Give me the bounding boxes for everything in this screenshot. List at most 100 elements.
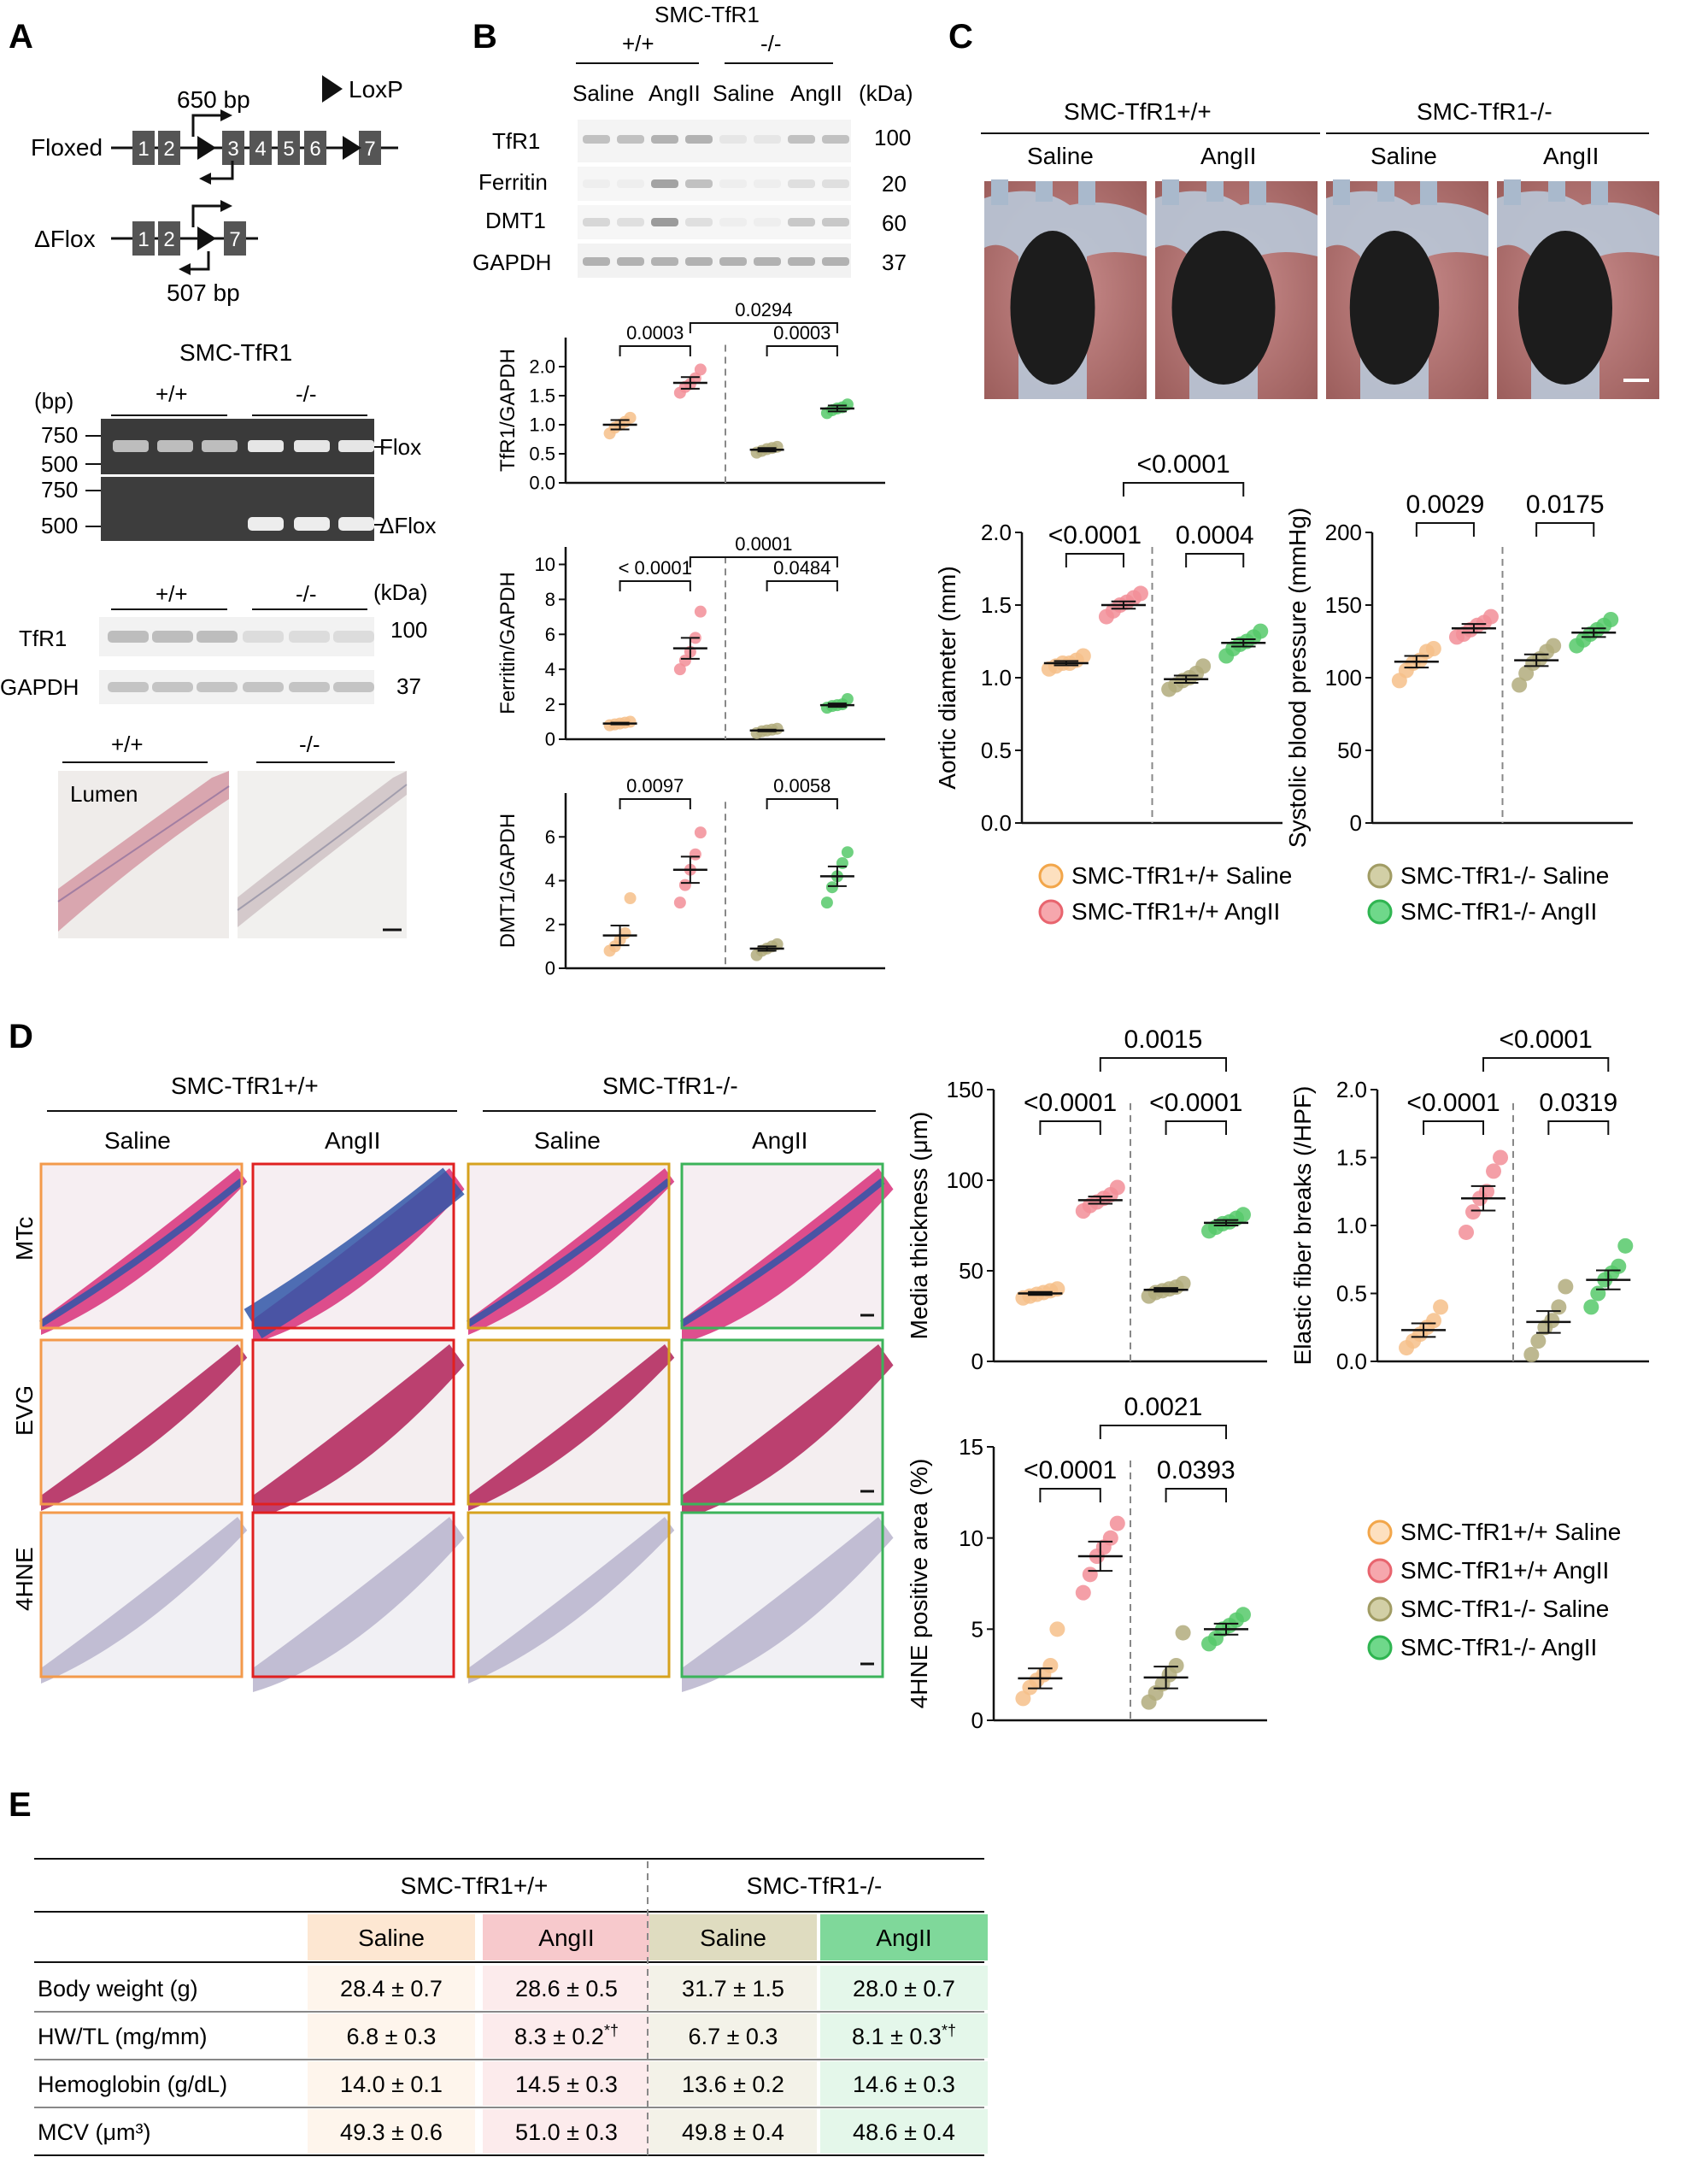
data-point (624, 715, 637, 728)
p-value: <0.0001 (1136, 450, 1230, 479)
blot-label-tfr1: TfR1 (492, 128, 540, 154)
y-tick-label: 10 (535, 554, 555, 575)
comparison-bracket (1423, 1120, 1485, 1135)
wb-band (243, 682, 284, 692)
legend-label: SMC-TfR1+/+ AngII (1400, 1557, 1609, 1584)
wb-band (822, 257, 849, 266)
tissue-band (41, 1344, 248, 1511)
y-tick-label: 2.0 (529, 356, 555, 378)
collagen-layer (244, 1167, 465, 1339)
data-point (1465, 1204, 1482, 1220)
histology-frame (39, 1162, 244, 1330)
collagen-layer (466, 1178, 672, 1327)
loxp-site-remaining (197, 226, 216, 250)
table-cell-bg (820, 2061, 988, 2106)
ladder-500b: 500 (41, 513, 78, 538)
table-row-label: Hemoglobin (g/dL) (38, 2072, 227, 2097)
data-point (1486, 1163, 1502, 1179)
table-cell: 14.6 ± 0.3 (853, 2072, 955, 2097)
exon-box (278, 131, 300, 165)
data-point (1523, 1347, 1540, 1363)
p-value: <0.0001 (1024, 1089, 1117, 1117)
wb-band (685, 179, 713, 188)
y-tick-label: 2.0 (981, 520, 1012, 545)
data-point (820, 896, 833, 909)
comparison-bracket (689, 322, 838, 333)
lane-saline-wt: Saline (572, 80, 634, 106)
hist-wt-label: +/+ (111, 732, 144, 757)
c-angii-ko: AngII (1543, 143, 1599, 169)
comparison-bracket (766, 345, 838, 356)
wb-band (583, 257, 610, 266)
table-cell: 8.1 ± 0.3*† (852, 2022, 956, 2049)
gel-band (294, 440, 330, 452)
legend-label: SMC-TfR1-/- AngII (1400, 1634, 1597, 1660)
panel-label-d: D (9, 1018, 33, 1055)
y-tick-label: 0 (971, 1349, 983, 1374)
data-point (1425, 641, 1441, 656)
p-value: <0.0001 (1024, 1456, 1117, 1484)
p-value: 0.0001 (735, 533, 792, 555)
chart-dmt1: 0 2 4 6 DMT1/GAPDH 0.0097 0.0058 (496, 775, 885, 979)
legend-marker (1038, 899, 1064, 925)
table-cell: 28.6 ± 0.5 (515, 1976, 618, 2001)
histology-frame (467, 1338, 671, 1506)
c-group-wt: SMC-TfR1+/+ (1064, 98, 1212, 125)
y-tick-label: 0.5 (981, 738, 1012, 763)
p-value: 0.0319 (1539, 1089, 1617, 1117)
y-tick-label: 50 (959, 1258, 983, 1284)
p-value: <0.0001 (1048, 521, 1142, 550)
exon-box (359, 131, 381, 165)
d-saline-ko: Saline (534, 1127, 601, 1154)
legend-c: SMC-TfR1+/+ Saline SMC-TfR1+/+ AngII SMC-T… (1038, 862, 1609, 925)
data-point (1433, 1299, 1449, 1315)
data-point (689, 372, 701, 385)
table-column-header: Saline (700, 1925, 766, 1951)
comparison-bracket (1165, 1120, 1227, 1135)
wb-band (583, 218, 610, 226)
comparison-bracket (1482, 1057, 1610, 1072)
y-tick-label: 8 (545, 589, 555, 610)
table-group-header: SMC-TfR1+/+ (401, 1872, 549, 1899)
wb-band (685, 218, 713, 226)
comparison-bracket (1122, 482, 1245, 497)
histology-frame (251, 1162, 455, 1330)
loxp-site-1 (197, 136, 216, 160)
tissue-band (682, 1517, 894, 1692)
y-axis-label: Ferritin/GAPDH (496, 572, 519, 714)
wb-band (788, 135, 815, 144)
comparison-bracket (1165, 1488, 1227, 1502)
wb-band (685, 135, 713, 144)
legend-marker (1367, 899, 1393, 925)
p-value: 0.0058 (773, 775, 831, 796)
gel-band (248, 517, 284, 531)
wb-band (822, 218, 849, 226)
y-tick-label: 4 (545, 659, 555, 680)
wb-band (289, 682, 330, 692)
exon-box (132, 221, 155, 256)
exon-label: 7 (229, 228, 240, 251)
y-tick-label: 15 (959, 1434, 983, 1460)
panel-a-western: +/+ -/- (kDa) TfR1 GAPDH 100 37 (0, 579, 428, 704)
wb-band (651, 179, 678, 188)
c-group-ko: SMC-TfR1-/- (1417, 98, 1552, 125)
blot-kda-dmt1: 60 (882, 210, 907, 236)
exon-box (158, 221, 180, 256)
comparison-bracket (1065, 553, 1124, 567)
y-tick-label: 0 (545, 729, 555, 750)
data-point (825, 881, 838, 894)
exon-label: 2 (163, 138, 174, 161)
table-cell-bg (649, 2109, 817, 2154)
data-point (678, 879, 691, 891)
table-column-header-bg (308, 1914, 475, 1960)
wb-band (651, 218, 678, 226)
d-row-4hne: 4HNE (11, 1547, 38, 1611)
data-point (694, 826, 707, 839)
wb-band (754, 257, 781, 266)
wb-band (333, 682, 374, 692)
primer-forward-arrow (191, 114, 222, 137)
table-cell: 6.7 ± 0.3 (689, 2024, 778, 2049)
gel-title: SMC-TfR1 (179, 339, 292, 366)
table-cell-bg (308, 2109, 475, 2154)
data-point (673, 896, 686, 909)
